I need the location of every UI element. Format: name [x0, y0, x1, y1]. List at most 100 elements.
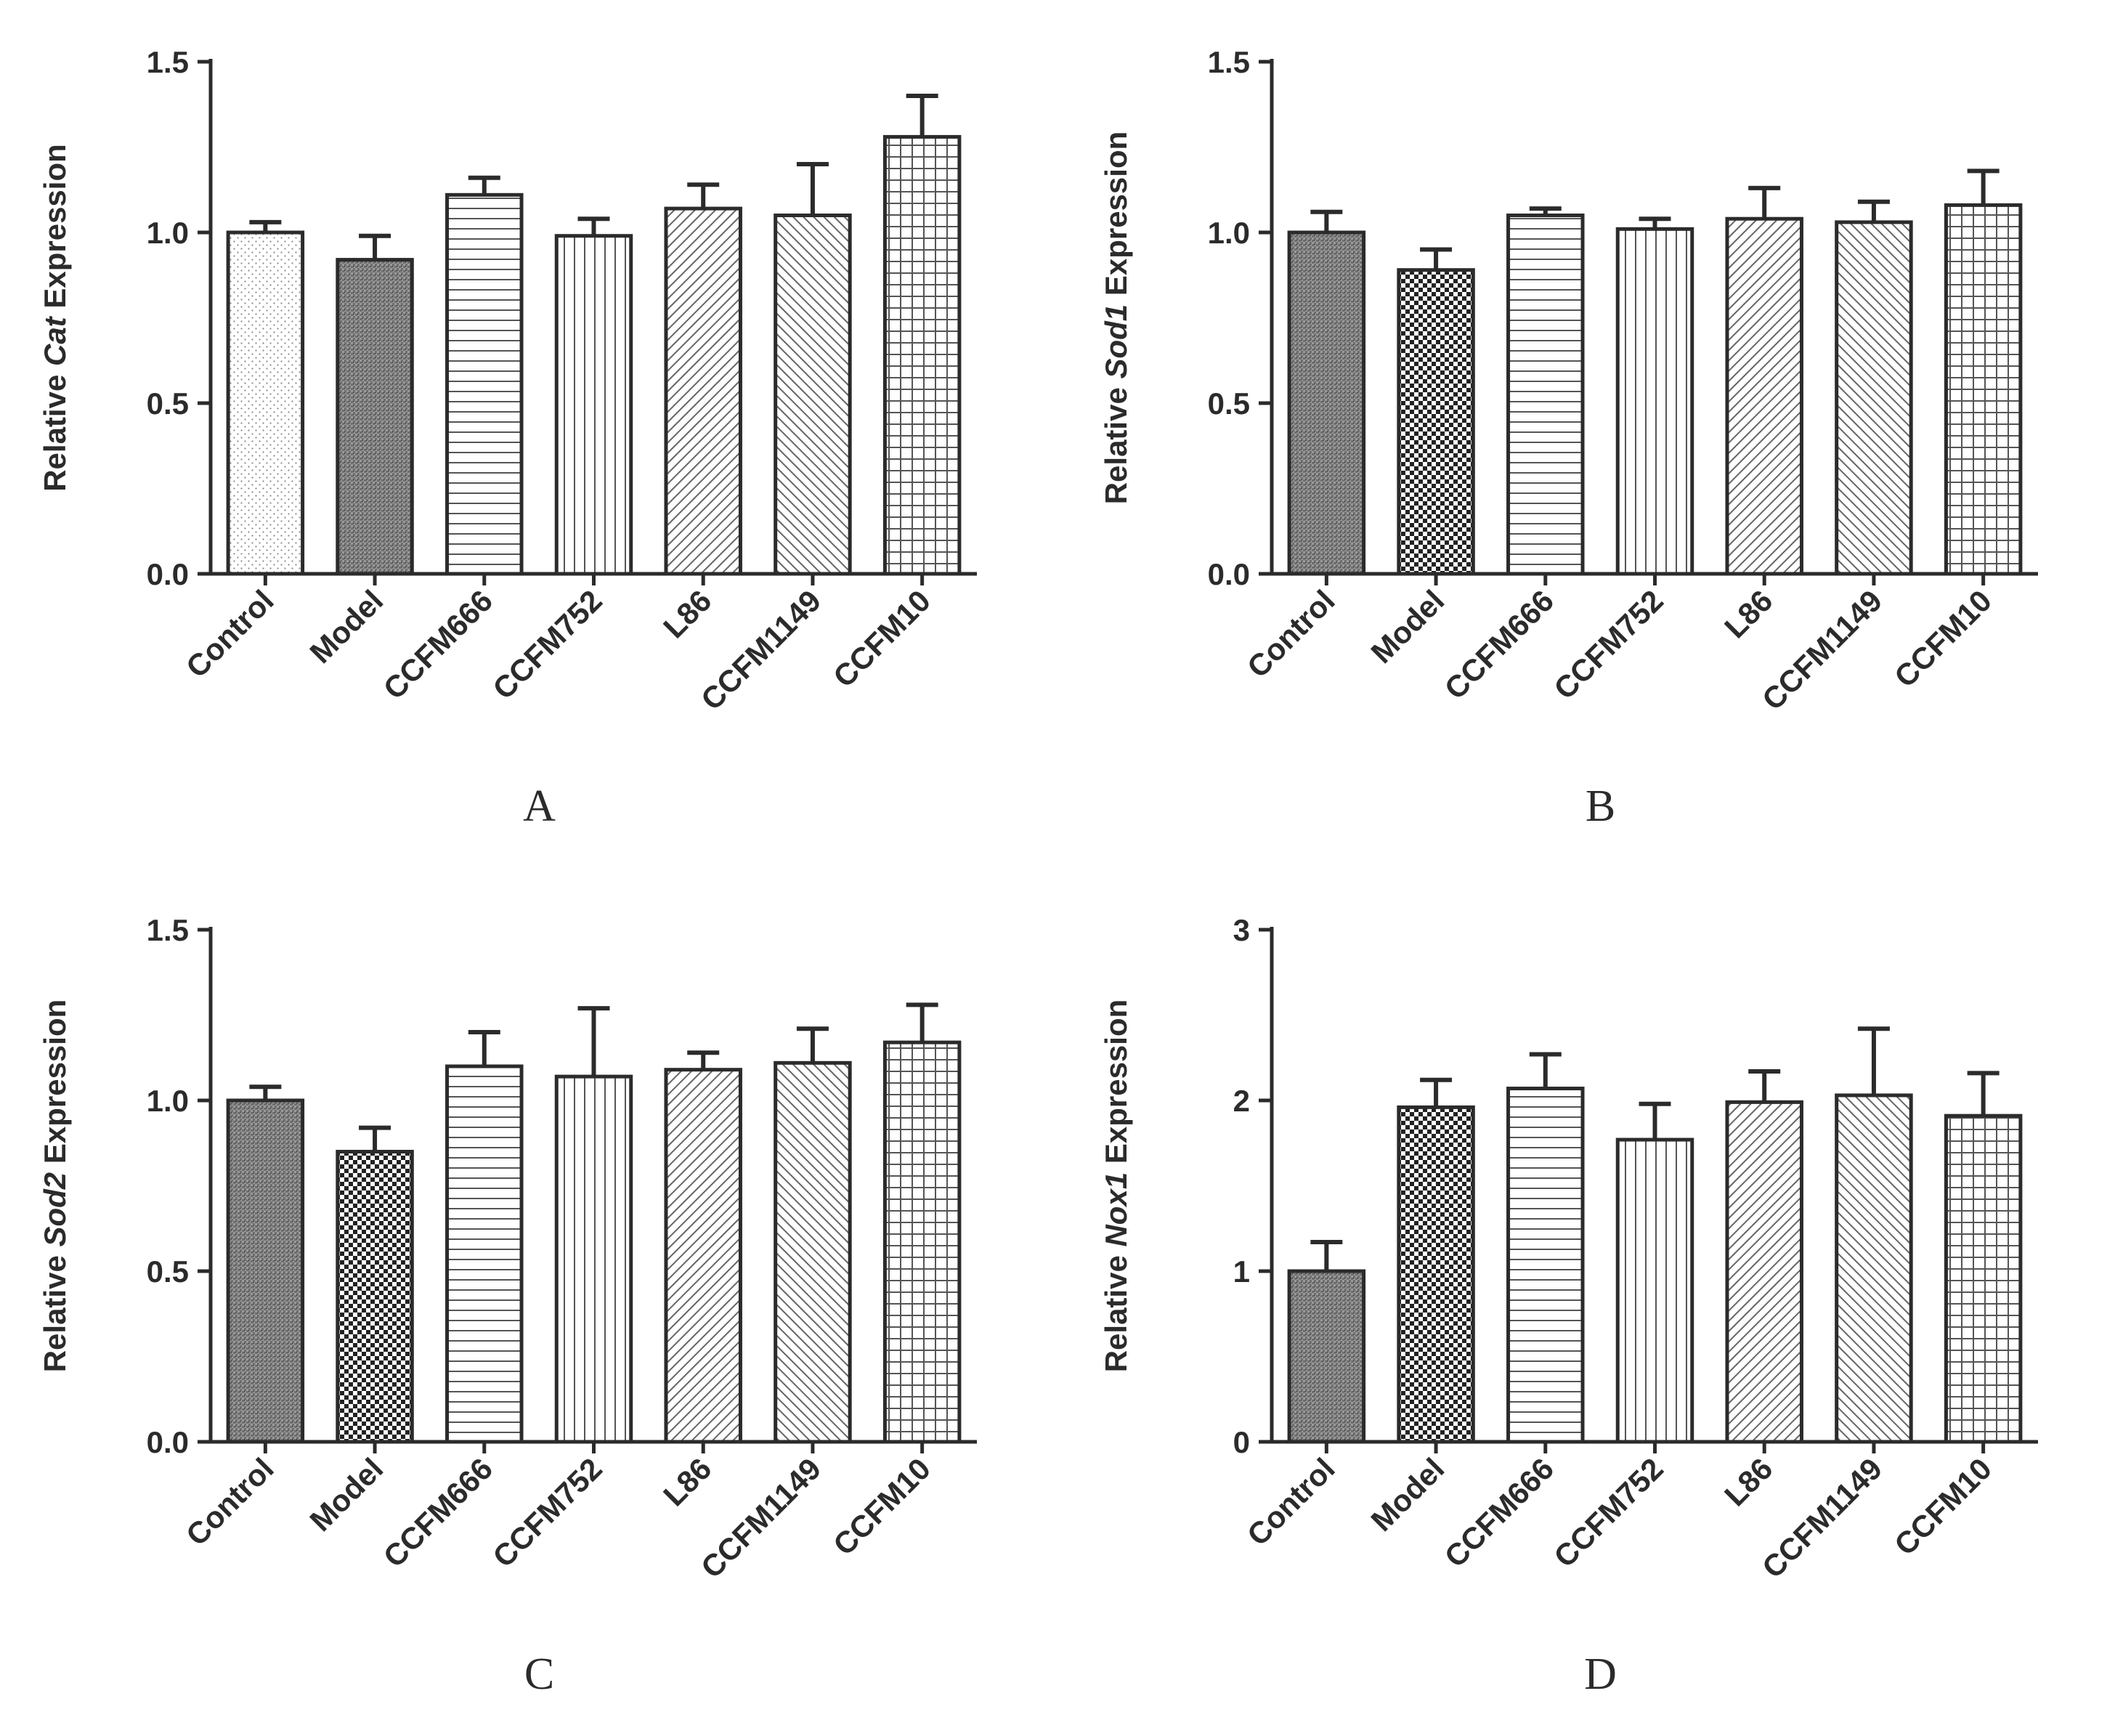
x-tick-label-ccfm10: CCFM10	[1888, 583, 1998, 694]
x-tick-label-ccfm10: CCFM10	[1888, 1451, 1998, 1562]
panel-a: 0.0 0.5 1.0 1.5 Control Model CCFM666 CCFM752 L8…	[0, 0, 1061, 868]
x-tick-label-ccfm1149: CCFM1149	[1755, 1451, 1888, 1584]
x-tick-label-ccfm10: CCFM10	[827, 1451, 937, 1562]
y-tick-label: 3	[1233, 913, 1250, 947]
y-tick-label: 1.5	[1208, 45, 1250, 79]
y-axis-title-suffix: Expression	[38, 999, 72, 1172]
y-axis-title: Relative Sod1 Expression	[1099, 131, 1133, 505]
bar-ccfm1149	[774, 214, 852, 576]
x-tick-label-control: Control	[179, 1451, 280, 1552]
x-tick-label-l86: L86	[1718, 1451, 1779, 1512]
x-tick-label-ccfm666: CCFM666	[1438, 1451, 1561, 1574]
bar-ccfm1149	[1835, 1093, 1913, 1444]
bar-control	[226, 1098, 305, 1444]
y-tick-label: 0.5	[147, 386, 189, 421]
x-tick-label-l86: L86	[1718, 583, 1779, 644]
y-axis-title-prefix: Relative	[38, 366, 72, 492]
bar-ccfm10	[882, 1040, 962, 1444]
x-tick-label-ccfm752: CCFM752	[1547, 1451, 1670, 1574]
y-axis-title-gene: Nox1	[1099, 1172, 1133, 1247]
bar-ccfm666	[445, 192, 524, 576]
y-tick-label: 1.0	[1208, 216, 1250, 250]
x-tick-label-l86: L86	[657, 583, 718, 644]
bar-control	[1287, 1269, 1366, 1444]
x-tick-label-ccfm10: CCFM10	[827, 583, 937, 694]
y-tick-label: 1.5	[147, 45, 189, 79]
y-tick-label: 0	[1233, 1425, 1250, 1459]
bar-ccfm666	[445, 1064, 524, 1444]
bar-ccfm10	[1944, 1114, 2023, 1444]
y-axis-title-prefix: Relative	[1099, 1247, 1133, 1373]
x-tick-label-model: Model	[303, 583, 389, 670]
y-tick-label: 0.5	[1208, 386, 1250, 421]
x-tick-label-control: Control	[1241, 1451, 1341, 1552]
bar-l86	[1725, 1100, 1803, 1444]
panel-c: 0.0 0.5 1.0 1.5 Control Model CCFM666 CCFM752 L8…	[0, 868, 1061, 1736]
x-tick-label-model: Model	[1364, 583, 1450, 670]
bar-l86	[664, 1068, 742, 1444]
panel-letter: A	[523, 782, 556, 831]
y-axis-title-suffix: Expression	[1099, 131, 1133, 304]
y-tick-label: 2	[1233, 1084, 1250, 1118]
x-tick-label-model: Model	[303, 1451, 389, 1538]
x-tick-label-control: Control	[1241, 583, 1341, 684]
bar-model	[336, 258, 414, 576]
bar-l86	[1725, 216, 1803, 576]
x-tick-label-ccfm666: CCFM666	[377, 1451, 500, 1574]
panel-letter: C	[524, 1650, 554, 1699]
y-tick-label: 0.0	[147, 557, 189, 591]
y-tick-label: 0.0	[1208, 557, 1250, 591]
x-tick-label-ccfm1149: CCFM1149	[1755, 583, 1888, 716]
x-tick-label-ccfm666: CCFM666	[1438, 583, 1561, 706]
x-tick-label-ccfm666: CCFM666	[377, 583, 500, 706]
x-tick-label-l86: L86	[657, 1451, 718, 1512]
y-axis-title-suffix: Expression	[38, 144, 72, 317]
y-axis-title-prefix: Relative	[38, 1247, 72, 1373]
y-axis-title-suffix: Expression	[1099, 999, 1133, 1172]
bar-ccfm10	[1944, 203, 2023, 576]
x-tick-label-ccfm752: CCFM752	[1547, 583, 1670, 706]
bar-ccfm752	[554, 234, 633, 576]
y-axis-title-prefix: Relative	[1099, 379, 1133, 505]
panel-letter: B	[1586, 782, 1615, 831]
bar-ccfm666	[1506, 1087, 1585, 1444]
y-tick-label: 1.0	[147, 1084, 189, 1118]
x-tick-label-model: Model	[1364, 1451, 1450, 1538]
x-tick-label-control: Control	[179, 583, 280, 684]
bar-ccfm1149	[774, 1060, 852, 1444]
panel-b: 0.0 0.5 1.0 1.5 Control Model CCFM666 CCFM752 L8…	[1061, 0, 2122, 868]
bar-control	[1287, 230, 1366, 576]
bar-ccfm10	[882, 134, 962, 576]
y-axis-title-gene: Cat	[38, 315, 72, 366]
y-tick-label: 0.5	[147, 1254, 189, 1289]
y-tick-label: 1.0	[147, 216, 189, 250]
x-tick-label-ccfm1149: CCFM1149	[694, 1451, 827, 1584]
x-tick-label-ccfm752: CCFM752	[486, 583, 609, 706]
bar-control	[226, 230, 305, 576]
y-axis-title: Relative Nox1 Expression	[1099, 999, 1133, 1373]
bar-l86	[664, 206, 742, 576]
y-tick-label: 1	[1233, 1254, 1250, 1289]
x-tick-label-ccfm1149: CCFM1149	[694, 583, 827, 716]
x-tick-label-ccfm752: CCFM752	[486, 1451, 609, 1574]
y-tick-label: 1.5	[147, 913, 189, 947]
y-tick-label: 0.0	[147, 1425, 189, 1459]
panel-letter: D	[1584, 1650, 1617, 1699]
bar-ccfm752	[1615, 227, 1694, 576]
bar-ccfm666	[1506, 214, 1585, 576]
bar-ccfm752	[1615, 1137, 1694, 1444]
bar-model	[336, 1150, 414, 1444]
bar-model	[1397, 268, 1475, 576]
bar-model	[1397, 1105, 1475, 1444]
y-axis-title: Relative Cat Expression	[38, 144, 72, 492]
y-axis-title: Relative Sod2 Expression	[38, 999, 72, 1373]
panel-d: 0 1 2 3 Control Model CCFM666 CCFM752 L86 CCFM114…	[1061, 868, 2122, 1736]
y-axis-title-gene: Sod2	[38, 1172, 72, 1247]
y-axis-title-gene: Sod1	[1099, 304, 1133, 379]
bar-ccfm1149	[1835, 220, 1913, 576]
bar-ccfm752	[554, 1074, 633, 1444]
